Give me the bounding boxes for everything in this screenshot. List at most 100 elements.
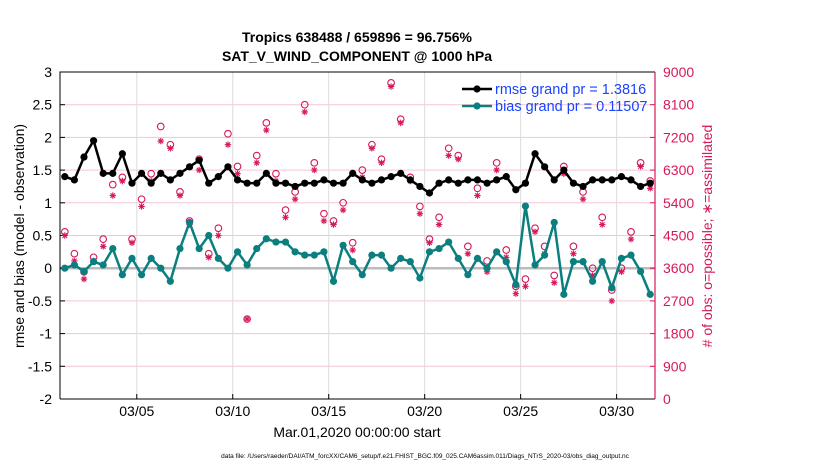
rmse-point [205, 179, 213, 187]
bias-point [627, 251, 635, 259]
rmse-point [185, 163, 194, 171]
obs-possible-point [224, 129, 232, 138]
obs-possible-point [156, 122, 165, 131]
rmse-point [435, 179, 443, 187]
rmse-point [569, 179, 578, 187]
bias-point [512, 280, 520, 289]
y-tick-label-left: 0.5 [33, 228, 53, 244]
obs-assimilated-point [157, 137, 164, 145]
rmse-point [589, 176, 597, 184]
rmse-point [176, 169, 184, 177]
bias-point [617, 254, 626, 262]
obs-possible-point [416, 202, 424, 211]
y-tick-label-left: -1 [40, 326, 53, 342]
obs-assimilated-point [435, 221, 443, 228]
obs-assimilated-point [493, 166, 500, 174]
obs-assimilated-point [483, 268, 491, 276]
bias-point [157, 264, 165, 272]
obs-assimilated-point [627, 235, 635, 243]
y-tick-label-right: 9000 [663, 64, 694, 80]
obs-possible-point [569, 242, 578, 251]
obs-possible-point [339, 198, 347, 207]
bias-point [109, 244, 117, 253]
bias-point [310, 251, 318, 259]
obs-possible-point [108, 180, 117, 189]
obs-assimilated-point [608, 297, 616, 305]
bias-point [541, 251, 549, 259]
rmse-point [70, 176, 78, 184]
rmse-point [349, 169, 357, 177]
legend-rmse-label: rmse grand pr = 1.3816 [495, 82, 646, 98]
bias-point [128, 254, 136, 262]
obs-assimilated-point [599, 221, 606, 228]
obs-assimilated-point [397, 119, 404, 127]
bias-point [99, 261, 107, 269]
obs-possible-point [550, 271, 559, 280]
rmse-point [473, 176, 482, 184]
rmse-point [118, 150, 126, 158]
rmse-point [377, 176, 386, 184]
bias-point [89, 258, 98, 266]
obs-assimilated-point [330, 221, 337, 228]
obs-possible-point [214, 224, 223, 233]
y-tick-label-right: 8100 [663, 97, 694, 113]
rmse-point [195, 156, 203, 164]
obs-assimilated-point [579, 195, 587, 203]
y-tick-label-right: 1800 [663, 326, 694, 342]
obs-assimilated-point [263, 126, 270, 134]
obs-possible-point [492, 158, 501, 167]
obs-possible-point [521, 275, 530, 283]
obs-assimilated-point [522, 283, 529, 290]
bias-point [368, 251, 376, 259]
chart-subtitle: SAT_V_WIND_COMPONENT @ 1000 hPa [222, 48, 492, 64]
obs-assimilated-point [109, 192, 116, 199]
obs-assimilated-point [291, 195, 299, 203]
bias-point [195, 244, 203, 253]
axis-frame [59, 71, 655, 399]
rmse-point [464, 176, 472, 184]
obs-assimilated-point [637, 163, 644, 170]
bias-point [70, 261, 78, 269]
bias-point [387, 264, 395, 272]
obs-assimilated-point [378, 159, 385, 167]
rmse-point [425, 189, 434, 197]
obs-assimilated-point [426, 239, 433, 246]
obs-assimilated-point [215, 232, 222, 239]
obs-possible-point [348, 238, 357, 247]
obs-possible-point [310, 158, 319, 167]
bias-point [253, 244, 261, 253]
obs-assimilated-point [234, 170, 241, 177]
bias-point [224, 264, 232, 272]
y-tick-label-right: 6300 [663, 162, 694, 178]
bias-point [291, 248, 299, 256]
rmse-point [329, 179, 338, 187]
legend-bias-marker [473, 102, 481, 110]
bias-point [205, 231, 213, 240]
bias-point [137, 271, 146, 279]
bias-point [493, 248, 501, 256]
rmse-point [454, 179, 462, 187]
rmse-point [560, 166, 568, 174]
obs-assimilated-point [503, 254, 510, 261]
bias-point [560, 290, 568, 298]
y-tick-label-right: 2700 [663, 293, 694, 309]
rmse-point [262, 169, 270, 177]
rmse-point [253, 179, 261, 187]
rmse-point [281, 179, 290, 187]
obs-assimilated-point [368, 145, 376, 152]
obs-assimilated-point [138, 203, 145, 210]
rmse-point [99, 169, 107, 177]
bias-point [61, 264, 69, 272]
bias-point [445, 238, 453, 246]
bias-point [589, 277, 597, 285]
y-axis-label-left: rmse and bias (model - observation) [11, 124, 27, 348]
y-tick-label-right: 5400 [663, 195, 694, 211]
obs-assimilated-point [282, 214, 289, 221]
rmse-point [416, 182, 424, 191]
bias-point [358, 271, 366, 279]
bias-point [320, 248, 328, 256]
y-tick-label-right: 7200 [663, 129, 694, 145]
rmse-point [579, 182, 587, 191]
obs-assimilated-point [119, 177, 126, 185]
